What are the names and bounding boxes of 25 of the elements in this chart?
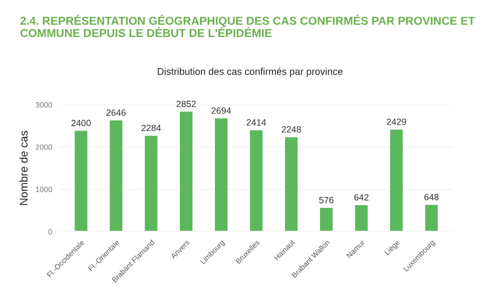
bar xyxy=(108,119,124,232)
bar xyxy=(318,206,334,232)
bar xyxy=(388,128,404,232)
data-label: 576 xyxy=(319,196,334,204)
data-label: 2694 xyxy=(212,107,231,114)
y-axis-title: Nombre de cas xyxy=(19,130,28,205)
chart-title: 2.4. REPRÉSENTATION GÉOGRAPHIQUE DES CAS CONFIRMÉS PAR PROVINCE ET COMMUNE DEPUIS LE DÉBUT DE L'ÉPIDÉMIE xyxy=(20,14,475,38)
bar xyxy=(424,203,440,232)
bar xyxy=(248,128,264,232)
data-label: 2400 xyxy=(71,120,91,126)
bar xyxy=(73,129,89,232)
bar xyxy=(284,136,299,232)
bar xyxy=(214,116,229,232)
data-label: 2646 xyxy=(106,109,126,116)
data-label: 2852 xyxy=(176,100,196,108)
data-label: 642 xyxy=(354,194,368,201)
bar xyxy=(354,204,370,232)
data-label: 648 xyxy=(424,194,439,200)
data-label: 2284 xyxy=(142,124,161,132)
data-label: 2429 xyxy=(386,118,406,125)
bar xyxy=(143,134,159,232)
data-label: 2414 xyxy=(246,119,266,126)
chart-subtitle: Distribution des cas confirmés par province xyxy=(158,68,343,77)
data-label: 2248 xyxy=(282,126,301,133)
bar xyxy=(178,110,194,232)
